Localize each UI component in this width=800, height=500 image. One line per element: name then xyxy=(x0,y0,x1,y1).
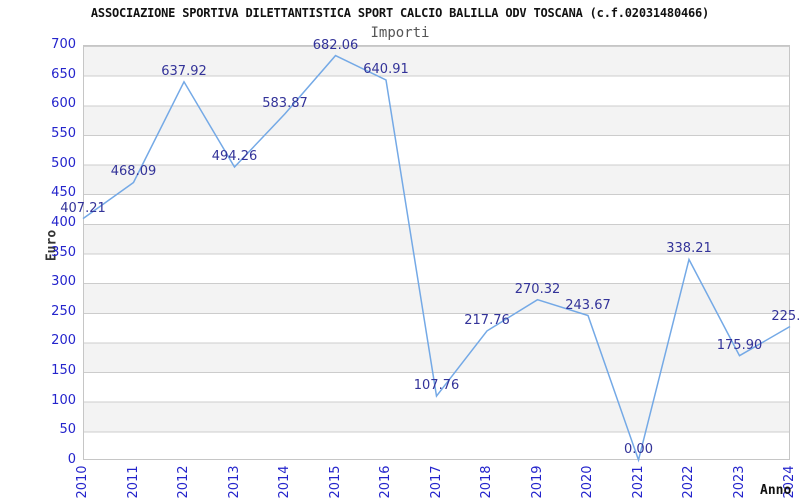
x-tick-label: 2021 xyxy=(630,465,646,499)
data-point-label: 494.26 xyxy=(211,148,258,164)
x-tick-label: 2020 xyxy=(580,465,595,499)
x-tick-label: 2022 xyxy=(681,465,696,499)
y-tick-label: 50 xyxy=(59,422,76,438)
data-point-label: 407.21 xyxy=(60,200,106,216)
data-point-label: 175.90 xyxy=(716,337,763,353)
data-point-label: 583.87 xyxy=(262,95,308,111)
y-tick-label: 250 xyxy=(51,303,76,319)
y-tick-label: 150 xyxy=(51,363,76,379)
x-tick-label: 2016 xyxy=(378,465,393,499)
y-tick-label: 350 xyxy=(51,244,76,260)
x-tick-label: 2010 xyxy=(75,465,90,499)
y-tick-label: 200 xyxy=(51,333,76,349)
y-tick-label: 450 xyxy=(51,185,76,201)
x-tick-label: 2018 xyxy=(479,465,494,499)
data-point-label: 338.21 xyxy=(666,241,712,257)
data-point-label: 243.67 xyxy=(565,297,611,313)
x-axis-title: Anno xyxy=(760,483,792,498)
y-tick-label: 550 xyxy=(51,125,76,141)
chart-subtitle: Importi xyxy=(370,25,430,41)
data-point-label: 682.06 xyxy=(312,37,359,53)
y-tick-label: 600 xyxy=(51,96,76,112)
y-tick-label: 100 xyxy=(51,392,76,408)
y-tick-label: 0 xyxy=(67,452,76,467)
x-tick-label: 2017 xyxy=(428,465,444,499)
x-tick-label: 2011 xyxy=(125,465,141,499)
chart-title: ASSOCIAZIONE SPORTIVA DILETTANTISTICA SP… xyxy=(90,6,710,20)
y-tick-label: 300 xyxy=(51,274,76,290)
data-point-label: 468.09 xyxy=(110,164,157,180)
plot-area xyxy=(83,45,790,460)
y-tick-label: 500 xyxy=(51,155,76,171)
data-point-label: 217.76 xyxy=(464,312,510,328)
x-tick-label: 2014 xyxy=(277,465,292,499)
x-tick-label: 2023 xyxy=(731,465,747,499)
data-point-label: 270.32 xyxy=(514,281,561,297)
x-tick-label: 2019 xyxy=(529,465,545,499)
y-tick-label: 400 xyxy=(51,214,76,230)
data-point-label: 640.91 xyxy=(363,62,409,78)
data-point-label: 107.76 xyxy=(413,378,460,394)
data-line xyxy=(82,54,791,463)
y-tick-label: 650 xyxy=(51,66,76,82)
x-tick-label: 2012 xyxy=(176,465,191,499)
x-tick-label: 2015 xyxy=(327,465,343,499)
y-tick-label: 700 xyxy=(51,37,76,52)
x-tick-label: 2013 xyxy=(226,465,242,499)
data-point-label: 225.1 xyxy=(771,308,800,324)
data-point-label: 0.00 xyxy=(624,442,653,457)
data-point-label: 637.92 xyxy=(161,63,207,79)
